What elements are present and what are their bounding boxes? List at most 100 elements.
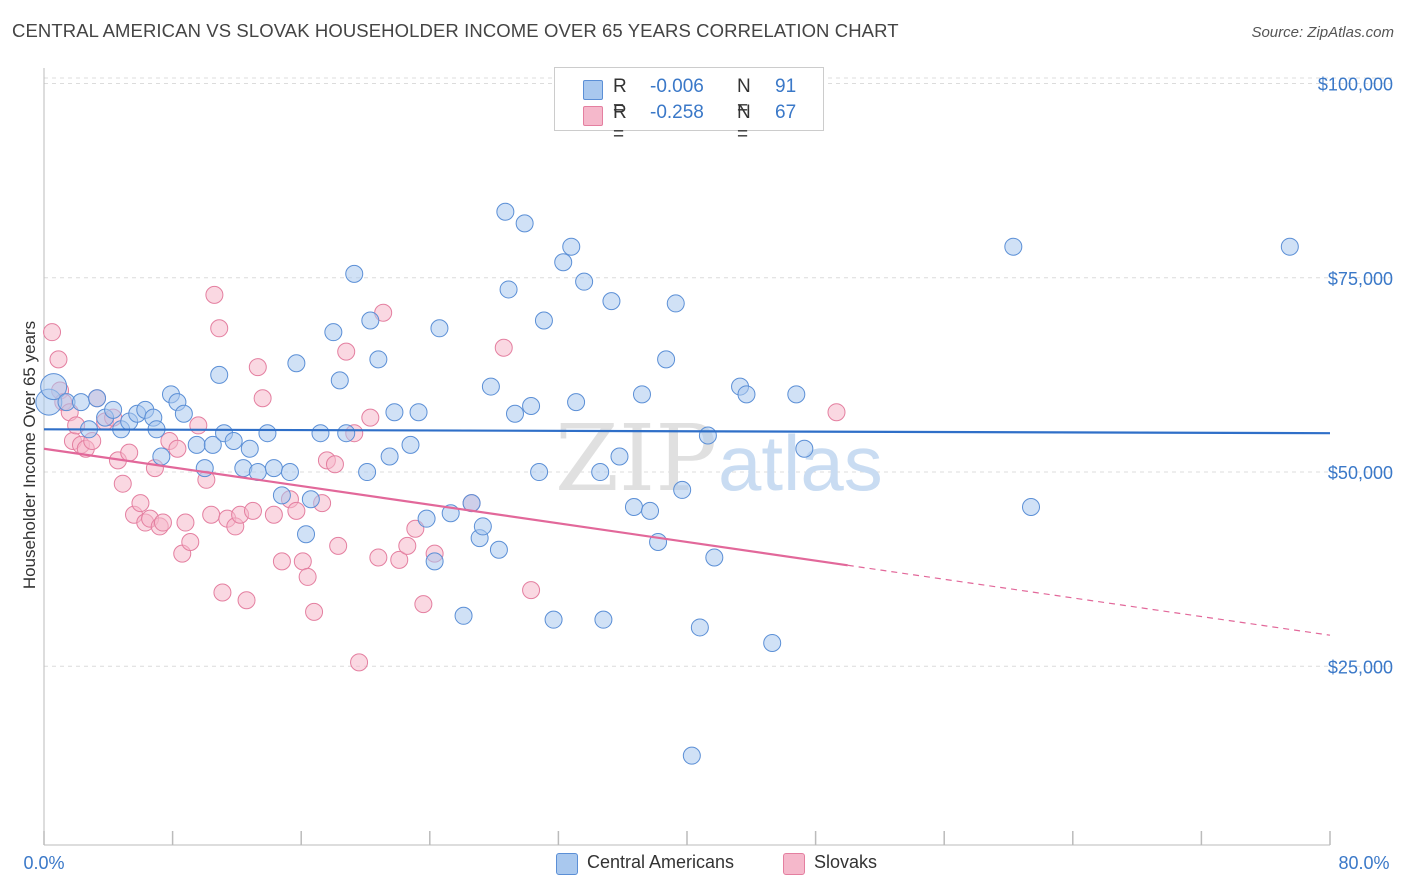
- central-americans-point: [401, 435, 420, 454]
- central-americans-point: [496, 202, 515, 221]
- r-value: -0.258: [650, 102, 704, 123]
- slovaks-point: [202, 505, 221, 524]
- bottom-legend-blue-swatch: [556, 853, 578, 875]
- chart-title: CENTRAL AMERICAN VS SLOVAK HOUSEHOLDER I…: [12, 20, 899, 41]
- central-americans-point: [301, 490, 320, 509]
- central-americans-point: [258, 424, 277, 443]
- central-americans-point: [481, 377, 500, 396]
- trend-lines: [43, 428, 1331, 636]
- n-value: 67: [775, 102, 797, 123]
- central-americans-point: [380, 447, 399, 466]
- r-label: R =: [613, 76, 627, 119]
- central-americans-point: [602, 292, 621, 311]
- central-americans-point: [544, 610, 563, 629]
- x-tick-labels: 0.0% 80.0%: [23, 853, 1389, 873]
- slovaks-point: [189, 416, 208, 435]
- slovaks-point: [237, 591, 256, 610]
- central-americans-point: [187, 435, 206, 454]
- y-tick-labels: $25,000 $50,000 $75,000 $100,000: [1318, 75, 1393, 678]
- central-americans-point: [610, 447, 629, 466]
- central-americans-point: [409, 403, 428, 422]
- central-americans-point: [795, 439, 814, 458]
- slovaks-point: [49, 350, 68, 369]
- central-americans-point: [473, 517, 492, 536]
- central-americans-point: [1004, 237, 1023, 256]
- central-americans-point: [515, 214, 534, 233]
- y-axis-label: Householder Income Over 65 years: [20, 321, 39, 589]
- slovaks-point: [264, 505, 283, 524]
- slovaks-point: [293, 552, 312, 571]
- slovaks-point: [248, 358, 267, 377]
- central-americans-point: [264, 459, 283, 478]
- central-americans-point: [71, 393, 90, 412]
- central-americans-point: [737, 385, 756, 404]
- slovaks-point: [181, 532, 200, 551]
- central-americans-point: [297, 525, 316, 544]
- watermark-zip: ZIP: [555, 405, 717, 512]
- central-americans-point: [1280, 237, 1299, 256]
- slovaks-point: [390, 550, 409, 569]
- central-americans-point: [489, 540, 508, 559]
- central-americans-point: [534, 311, 553, 330]
- y-tick-label: $25,000: [1328, 657, 1393, 677]
- pink-swatch: [583, 106, 603, 126]
- x-tick-label: 80.0%: [1338, 853, 1389, 873]
- slovaks-point: [113, 474, 132, 493]
- slovaks-point: [210, 319, 229, 338]
- slovaks-point: [406, 519, 425, 538]
- slovaks-point: [494, 338, 513, 357]
- n-label: N =: [737, 102, 751, 145]
- y-tick-label: $100,000: [1318, 75, 1393, 95]
- central-americans-point: [417, 509, 436, 528]
- central-americans-point: [203, 435, 222, 454]
- r-value: -0.006: [650, 76, 704, 97]
- central-americans-point: [358, 463, 377, 482]
- central-americans-point: [345, 264, 364, 283]
- slovaks-point: [329, 536, 348, 555]
- central-americans-point: [311, 424, 330, 443]
- slovaks-point: [414, 595, 433, 614]
- slovaks-point: [287, 501, 306, 520]
- central-americans-point: [1022, 498, 1041, 517]
- central-americans-point: [272, 486, 291, 505]
- blue-swatch: [583, 80, 603, 100]
- slovaks-point: [243, 501, 262, 520]
- slovaks-point: [168, 439, 187, 458]
- bottom-legend-central-americans: Central Americans: [587, 852, 735, 872]
- slovaks-point: [153, 513, 172, 532]
- slovaks-point: [369, 548, 388, 567]
- central-americans-point: [591, 463, 610, 482]
- slovaks-point: [205, 285, 224, 304]
- slovaks-trend-line: [43, 447, 848, 567]
- watermark-atlas: atlas: [718, 419, 883, 507]
- central-americans-point: [499, 280, 518, 299]
- central-americans-point: [337, 424, 356, 443]
- central-americans-point: [280, 463, 299, 482]
- slovaks-point: [350, 653, 369, 672]
- central-americans-point: [522, 396, 541, 415]
- central-americans-point: [195, 459, 214, 478]
- slovaks-point: [298, 567, 317, 586]
- n-label: N =: [737, 76, 751, 119]
- central-americans-point: [104, 400, 123, 419]
- central-americans-point: [673, 480, 692, 499]
- central-americans-point: [224, 431, 243, 450]
- slovaks-trend-extension: [847, 564, 1331, 636]
- axes: [43, 68, 1331, 846]
- slovaks-point: [253, 389, 272, 408]
- slovaks-point: [213, 583, 232, 602]
- grid-lines: [44, 77, 1392, 667]
- slovaks-point: [272, 552, 291, 571]
- central-americans-point: [454, 606, 473, 625]
- central-americans-point: [240, 439, 259, 458]
- central-americans-point: [567, 393, 586, 412]
- central-americans-point: [632, 385, 651, 404]
- central-americans-point: [698, 426, 717, 445]
- central-americans-point: [152, 447, 171, 466]
- central-americans-point: [430, 319, 449, 338]
- central-americans-point: [763, 633, 782, 652]
- y-tick-label: $50,000: [1328, 463, 1393, 483]
- central-americans-point: [385, 403, 404, 422]
- central-americans-point: [361, 311, 380, 330]
